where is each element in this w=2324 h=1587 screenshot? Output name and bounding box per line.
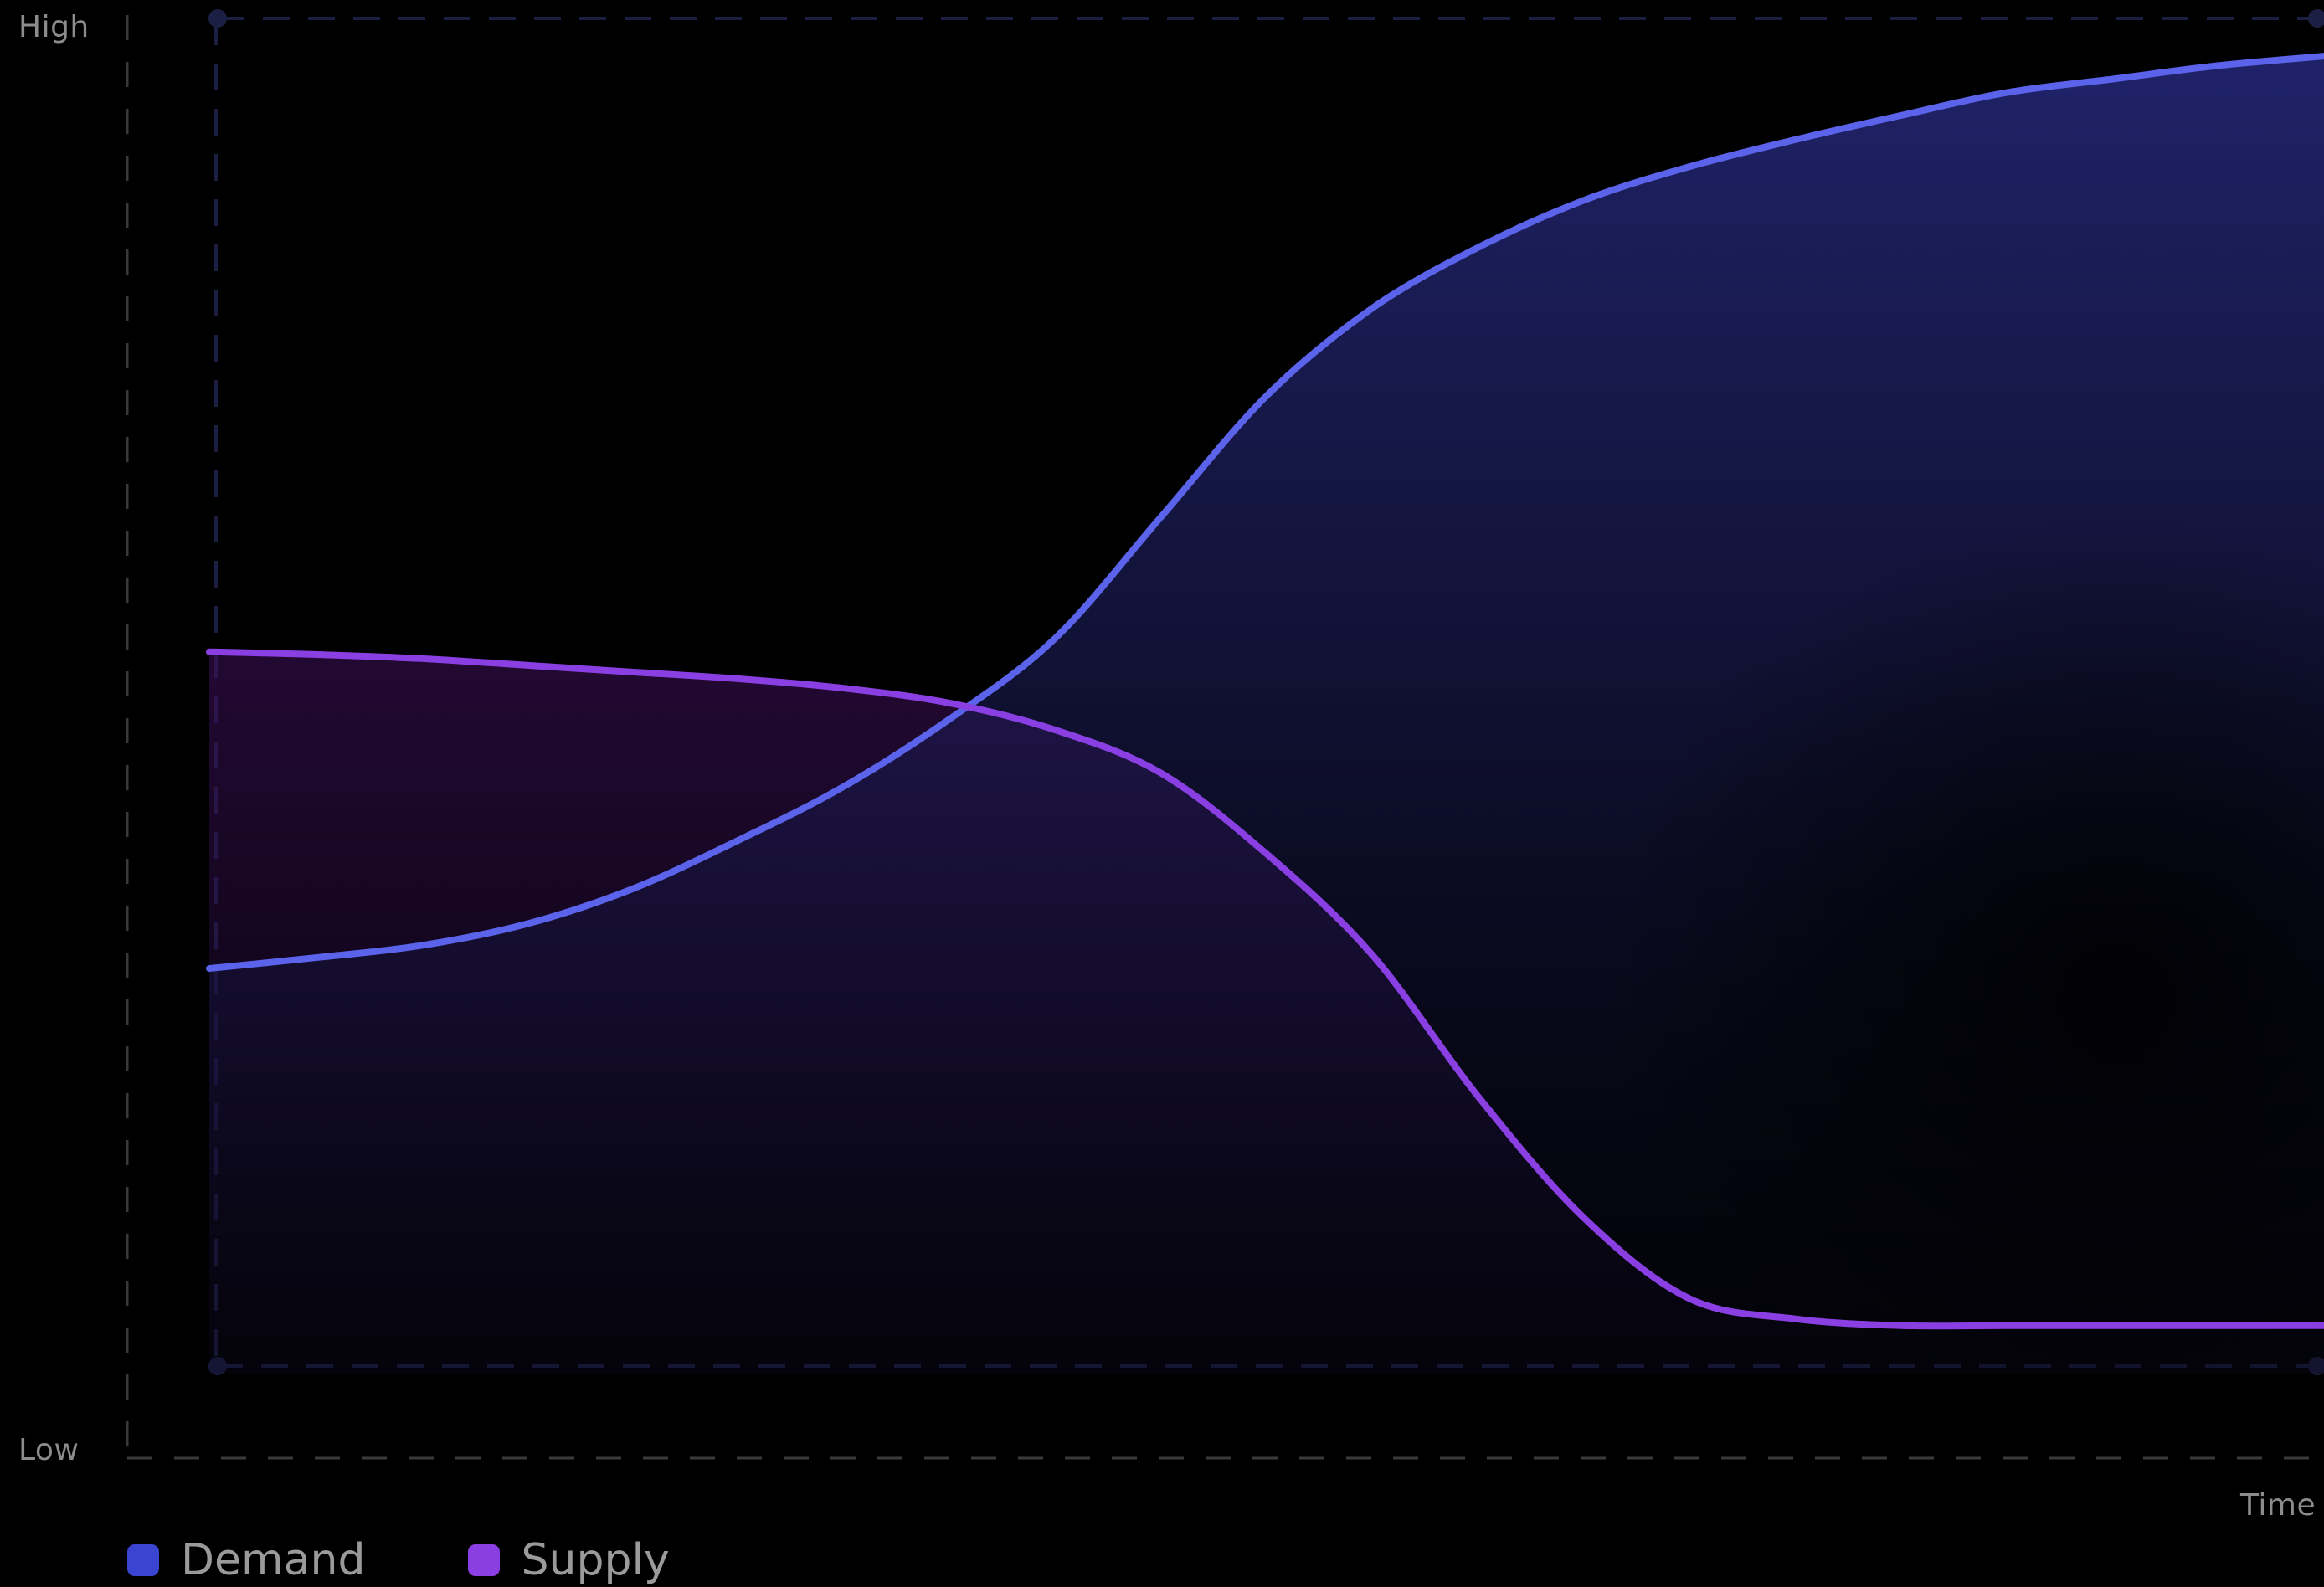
y-axis-low-label: Low <box>18 1433 80 1467</box>
line-supply[interactable] <box>206 648 2324 1330</box>
legend-label-demand: Demand <box>181 1535 366 1585</box>
legend-item-demand[interactable]: Demand <box>127 1535 366 1585</box>
legend-swatch-demand <box>127 1544 159 1576</box>
plot-frame-corner-tl <box>208 9 227 28</box>
x-axis-label: Time <box>2240 1488 2316 1523</box>
y-axis-high-label: High <box>18 10 90 44</box>
shadow-overlay <box>1172 335 2324 1381</box>
legend-swatch-supply <box>467 1544 500 1576</box>
legend-item-supply[interactable]: Supply <box>467 1535 670 1585</box>
plot-frame-corner-tr <box>2308 9 2324 28</box>
line-demand[interactable] <box>206 53 2324 972</box>
legend-label-supply: Supply <box>521 1535 670 1585</box>
lines-layer <box>206 53 2324 1330</box>
legend: Demand Supply <box>127 1532 772 1587</box>
